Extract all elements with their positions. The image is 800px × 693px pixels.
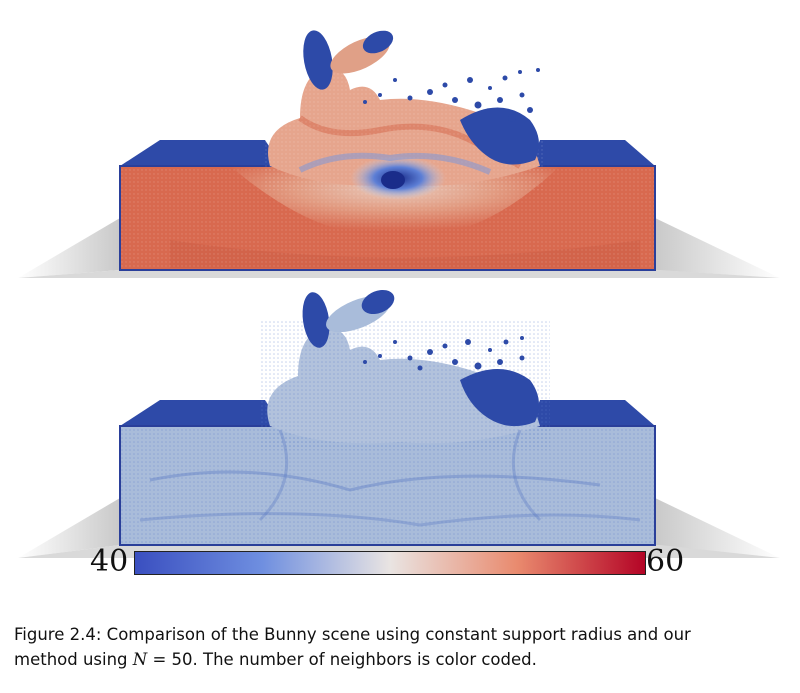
figure: 40 60 bbox=[0, 0, 800, 582]
caption-math-equation: = 50 bbox=[147, 650, 193, 669]
caption-line-1: Figure 2.4: Comparison of the Bunny scen… bbox=[14, 625, 691, 644]
bunny-simulation-render-top bbox=[18, 30, 780, 278]
floor-shadow bbox=[655, 218, 780, 278]
figure-caption: Figure 2.4: Comparison of the Bunny scen… bbox=[14, 622, 790, 672]
floor-shadow bbox=[18, 218, 120, 278]
splash-wave bbox=[460, 107, 539, 165]
colorbar: 40 60 bbox=[90, 544, 690, 582]
tank-top-right bbox=[530, 140, 655, 166]
bunny-simulation-render-bottom bbox=[18, 289, 780, 558]
bunny-ear bbox=[303, 30, 333, 90]
simulation-panel-constant-radius bbox=[0, 0, 800, 285]
caption-line-2: method using N = 50. The number of neigh… bbox=[14, 647, 790, 672]
tank-top-left bbox=[120, 140, 282, 166]
simulation-panel-our-method bbox=[0, 280, 800, 565]
caption-line-2-prefix: method using bbox=[14, 650, 133, 669]
colorbar-gradient bbox=[134, 551, 646, 575]
colorbar-max-label: 60 bbox=[646, 544, 685, 579]
colorbar-min-label: 40 bbox=[90, 544, 129, 579]
caption-line-2-suffix: . The number of neighbors is color coded… bbox=[192, 650, 537, 669]
caption-math-variable: N bbox=[132, 650, 148, 669]
